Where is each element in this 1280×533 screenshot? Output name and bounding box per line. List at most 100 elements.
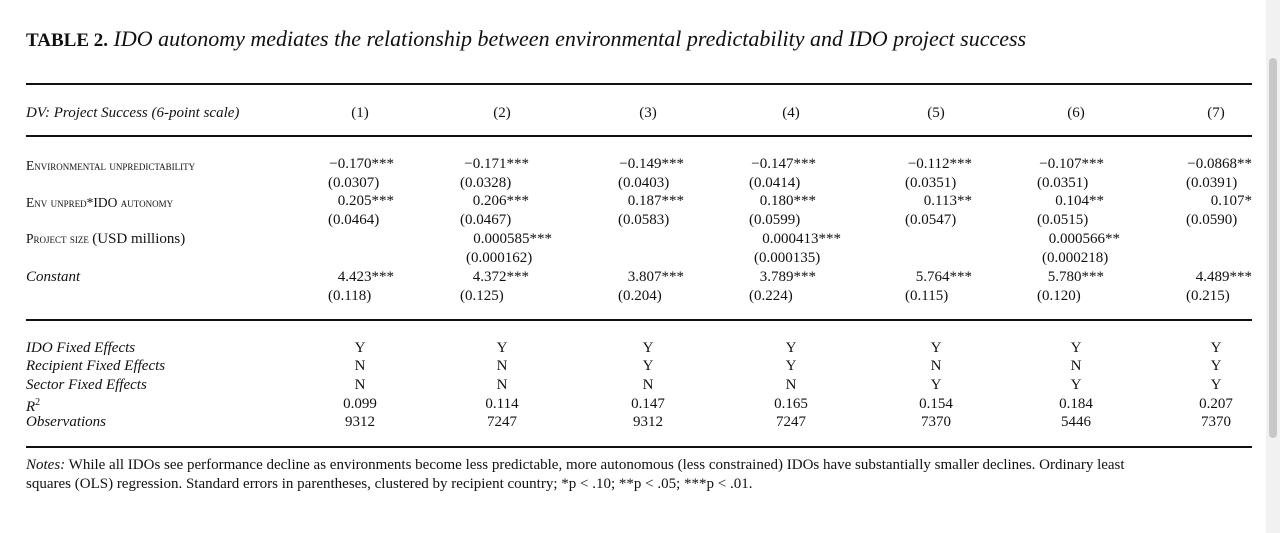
se-cell: (0.000162): [466, 250, 533, 266]
fe-cell: N: [496, 377, 508, 393]
coef-cell: 0.205***: [337, 193, 394, 209]
table-caption: IDO autonomy mediates the relationship b…: [113, 26, 1027, 51]
scrollbar-thumb[interactable]: [1269, 58, 1277, 438]
coef-cell: 0.107*: [1210, 193, 1252, 209]
coef-cell: −0.171***: [464, 156, 529, 172]
se-cell: (0.0583): [618, 212, 670, 228]
fe-cell: Y: [642, 340, 654, 356]
fe-cell: N: [785, 377, 797, 393]
fe-cell: Y: [930, 377, 942, 393]
coef-cell: 0.104**: [1055, 193, 1104, 209]
coef-cell: 3.807***: [627, 269, 684, 285]
se-cell: (0.125): [460, 288, 504, 304]
fe-cell: N: [930, 358, 942, 374]
row-label-constant: Constant: [26, 269, 81, 285]
se-cell: (0.0351): [1037, 175, 1089, 191]
coef-cell: 5.780***: [1047, 269, 1104, 285]
coef-cell: 0.113**: [923, 193, 972, 209]
se-cell: (0.120): [1037, 288, 1081, 304]
se-cell: (0.0515): [1037, 212, 1089, 228]
vertical-scrollbar[interactable]: [1266, 0, 1280, 533]
fe-cell: N: [354, 377, 366, 393]
table-title: TABLE 2. IDO autonomy mediates the relat…: [26, 26, 1026, 52]
row-label-ido-fe: IDO Fixed Effects: [26, 340, 136, 356]
notes-line-1: While all IDOs see performance decline a…: [68, 457, 1125, 473]
r2-cell: 0.184: [1059, 396, 1093, 412]
coef-cell: 0.000585***: [473, 231, 552, 247]
r2-cell: 0.147: [631, 396, 665, 412]
fe-cell: Y: [354, 340, 366, 356]
project-size-label: Project size: [26, 231, 89, 246]
row-label-project-size: Project size (USD millions): [26, 230, 185, 248]
row-label-r2: R2: [26, 394, 40, 416]
obs-cell: 7247: [487, 414, 517, 430]
coef-cell: −0.147***: [751, 156, 816, 172]
se-cell: (0.0464): [328, 212, 380, 228]
coef-cell: 0.206***: [472, 193, 529, 209]
col-header-1: (1): [351, 105, 369, 121]
se-cell: (0.224): [749, 288, 793, 304]
row-label-interaction: Env unpred*IDO autonomy: [26, 195, 174, 210]
r2-cell: 0.154: [919, 396, 953, 412]
r2-label: R: [26, 399, 36, 415]
obs-cell: 7247: [776, 414, 806, 430]
r2-cell: 0.165: [774, 396, 808, 412]
coef-cell: 0.187***: [627, 193, 684, 209]
col-header-4: (4): [782, 105, 800, 121]
se-cell: (0.118): [328, 288, 372, 304]
r2-cell: 0.207: [1199, 396, 1233, 412]
se-cell: (0.204): [618, 288, 662, 304]
se-cell: (0.0351): [905, 175, 957, 191]
project-size-unit: (USD millions): [92, 231, 186, 247]
dv-label: DV: Project Success (6-point scale): [26, 105, 240, 121]
fe-cell: Y: [1210, 377, 1222, 393]
coef-cell: −0.112***: [907, 156, 972, 172]
coef-cell: −0.0868**: [1187, 156, 1252, 172]
col-header-6: (6): [1067, 105, 1085, 121]
se-cell: (0.0547): [905, 212, 957, 228]
se-cell: (0.215): [1186, 288, 1230, 304]
r2-cell: 0.099: [343, 396, 377, 412]
fe-cell: N: [496, 358, 508, 374]
coef-cell: 4.423***: [337, 269, 394, 285]
coef-cell: 4.372***: [472, 269, 529, 285]
fe-cell: Y: [1210, 358, 1222, 374]
se-cell: (0.0328): [460, 175, 512, 191]
coef-cell: −0.107***: [1039, 156, 1104, 172]
coef-cell: 0.000566**: [1048, 231, 1120, 247]
fe-cell: Y: [930, 340, 942, 356]
coef-cell: 4.489***: [1195, 269, 1252, 285]
table-number: TABLE 2.: [26, 30, 109, 51]
col-header-3: (3): [639, 105, 657, 121]
se-cell: (0.0391): [1186, 175, 1238, 191]
fe-cell: Y: [1210, 340, 1222, 356]
obs-cell: 9312: [633, 414, 663, 430]
col-header-2: (2): [493, 105, 511, 121]
coef-cell: 3.789***: [759, 269, 816, 285]
fe-cell: Y: [1070, 340, 1082, 356]
row-label-observations: Observations: [26, 414, 106, 430]
body-rule: [26, 319, 1252, 321]
notes-line-2: squares (OLS) regression. Standard error…: [26, 476, 753, 492]
r2-superscript: 2: [35, 397, 41, 408]
obs-cell: 9312: [345, 414, 375, 430]
se-cell: (0.0403): [618, 175, 670, 191]
se-cell: (0.115): [905, 288, 949, 304]
col-header-5: (5): [927, 105, 945, 121]
coef-cell: 5.764***: [915, 269, 972, 285]
se-cell: (0.0590): [1186, 212, 1238, 228]
se-cell: (0.000218): [1042, 250, 1109, 266]
col-header-7: (7): [1207, 105, 1225, 121]
fe-cell: N: [354, 358, 366, 374]
se-cell: (0.000135): [754, 250, 821, 266]
obs-cell: 5446: [1061, 414, 1091, 430]
obs-cell: 7370: [921, 414, 951, 430]
fe-cell: N: [1070, 358, 1082, 374]
se-cell: (0.0599): [749, 212, 801, 228]
fe-cell: Y: [785, 340, 797, 356]
obs-cell: 7370: [1201, 414, 1231, 430]
row-label-sector-fe: Sector Fixed Effects: [26, 377, 147, 393]
fe-cell: N: [642, 377, 654, 393]
bottom-rule: [26, 446, 1252, 448]
se-cell: (0.0414): [749, 175, 801, 191]
